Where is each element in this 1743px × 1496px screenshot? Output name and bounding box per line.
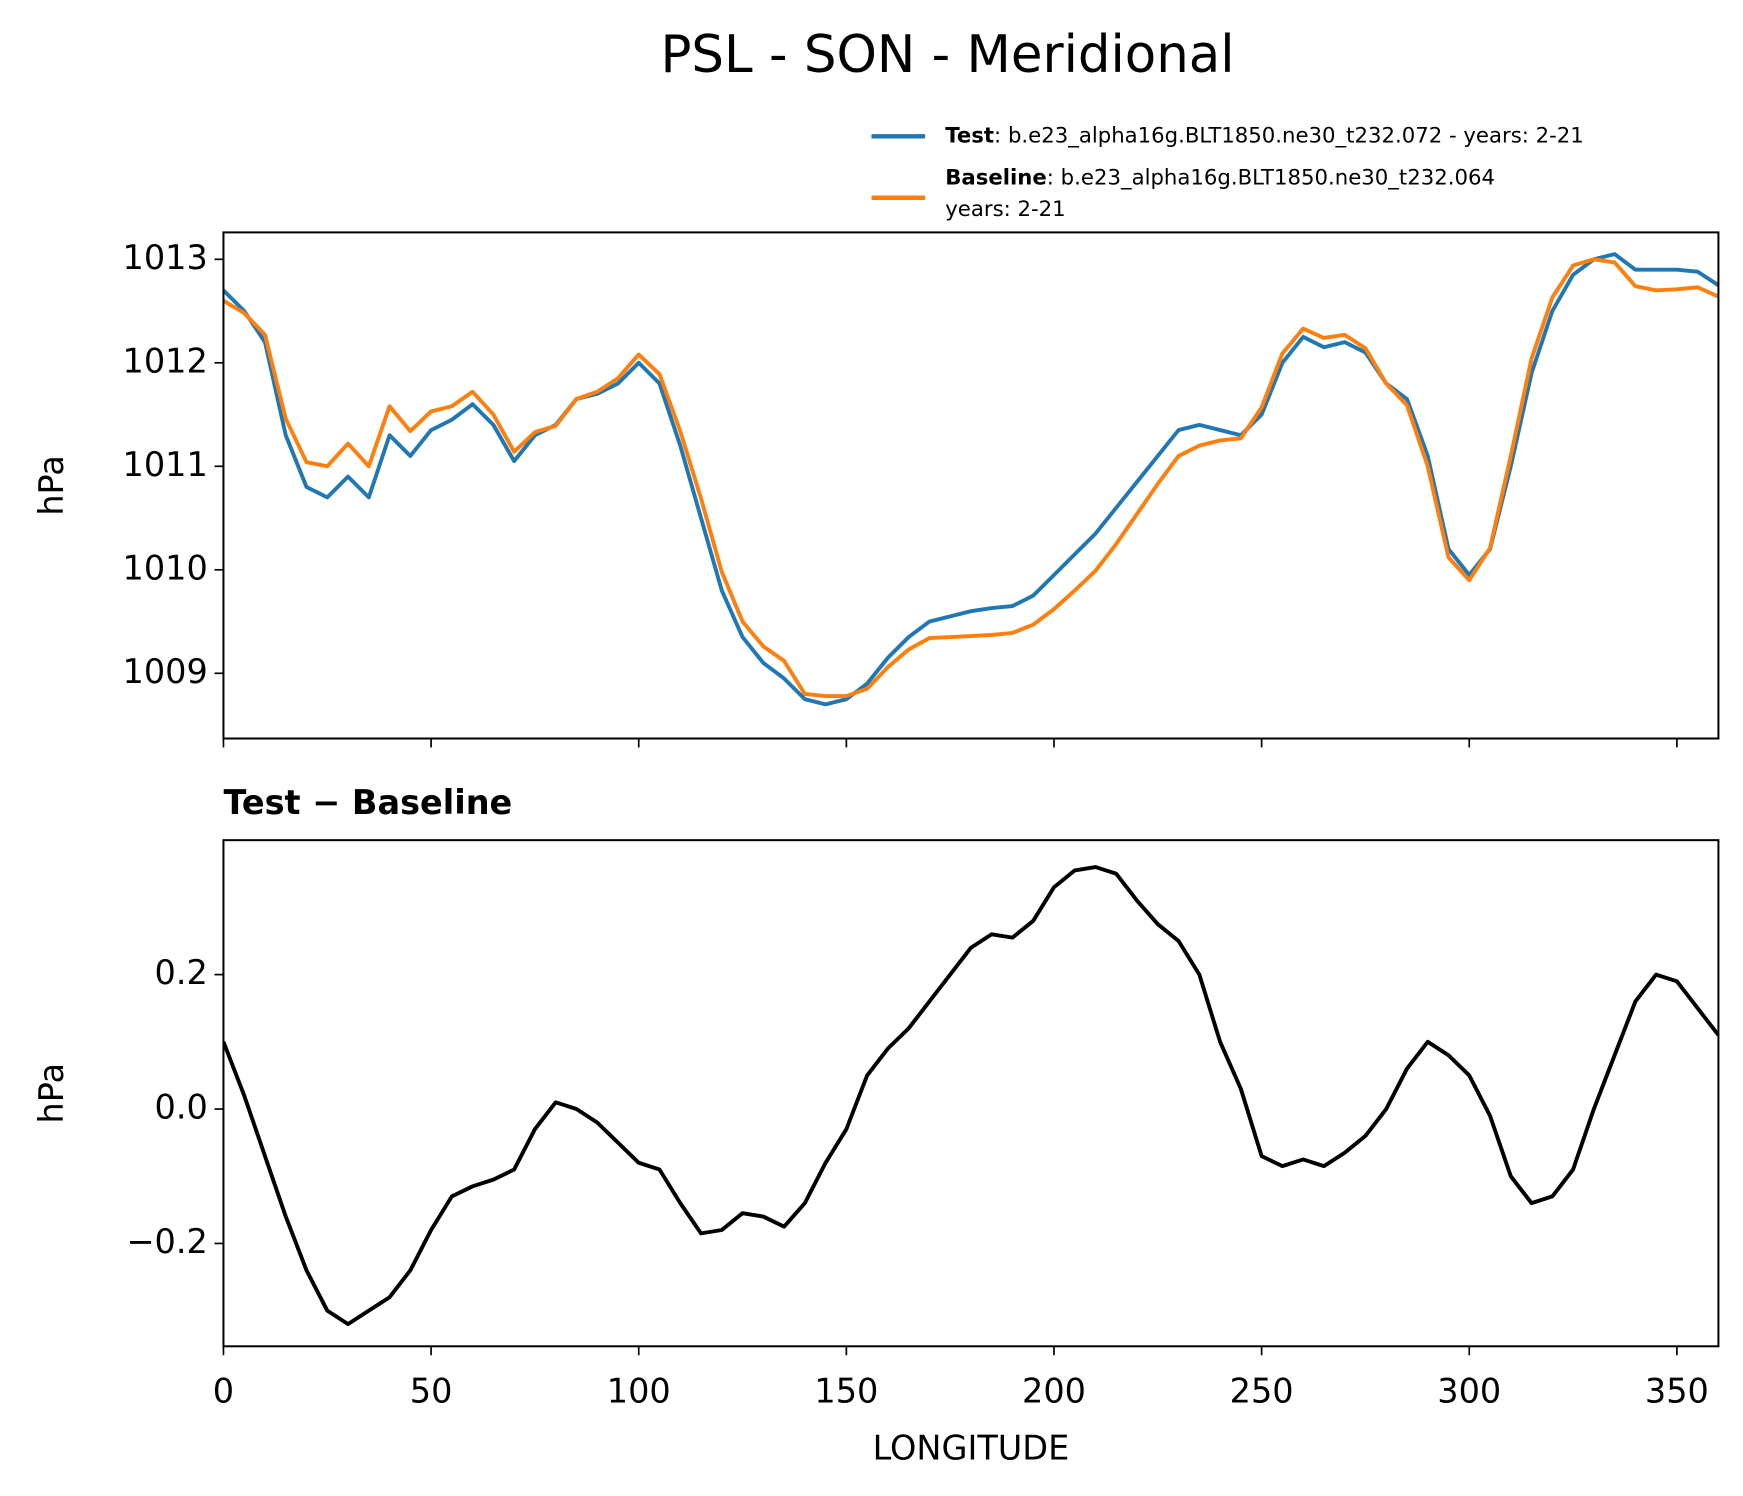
legend-label: years: 2-21 (945, 197, 1065, 222)
legend-label: : b.e23_alpha16g.BLT1850.ne30_t232.072 -… (994, 123, 1584, 148)
y-axis-label: hPa (32, 1063, 71, 1123)
y-tick-label: 1013 (123, 238, 208, 277)
series-line (223, 257, 1719, 699)
x-tick-label: 0 (213, 1372, 234, 1411)
y-axis-label: hPa (32, 455, 71, 515)
y-tick-label: 1012 (123, 341, 208, 380)
y-tick-label: 0.2 (155, 953, 208, 992)
figure-title: PSL - SON - Meridional (660, 25, 1234, 85)
y-tick-label: −0.2 (126, 1222, 207, 1261)
x-tick-label: 250 (1230, 1372, 1294, 1411)
legend-entry: Test: b.e23_alpha16g.BLT1850.ne30_t232.0… (945, 123, 1584, 148)
x-tick-label: 50 (410, 1372, 453, 1411)
axes-title: Test − Baseline (223, 783, 512, 822)
x-tick-label: 100 (607, 1372, 671, 1411)
legend-name: Test (945, 123, 994, 148)
y-tick-label: 1011 (123, 445, 208, 484)
axes-frame (222, 231, 1720, 740)
x-tick-label: 300 (1437, 1372, 1501, 1411)
x-tick-label: 200 (1022, 1372, 1086, 1411)
x-tick-label: 350 (1645, 1372, 1709, 1411)
y-tick-label: 1010 (123, 548, 208, 587)
x-axis-label: LONGITUDE (873, 1429, 1070, 1468)
legend-entry: Baseline: b.e23_alpha16g.BLT1850.ne30_t2… (945, 166, 1495, 191)
legend-label: : b.e23_alpha16g.BLT1850.ne30_t232.064 (1047, 166, 1495, 191)
x-tick-label: 150 (814, 1372, 878, 1411)
legend-name: Baseline (945, 166, 1047, 191)
series-line (223, 865, 1719, 1327)
series-line (223, 252, 1719, 707)
y-tick-label: 1009 (123, 652, 208, 691)
y-tick-label: 0.0 (155, 1088, 208, 1127)
axes-frame (222, 839, 1720, 1348)
